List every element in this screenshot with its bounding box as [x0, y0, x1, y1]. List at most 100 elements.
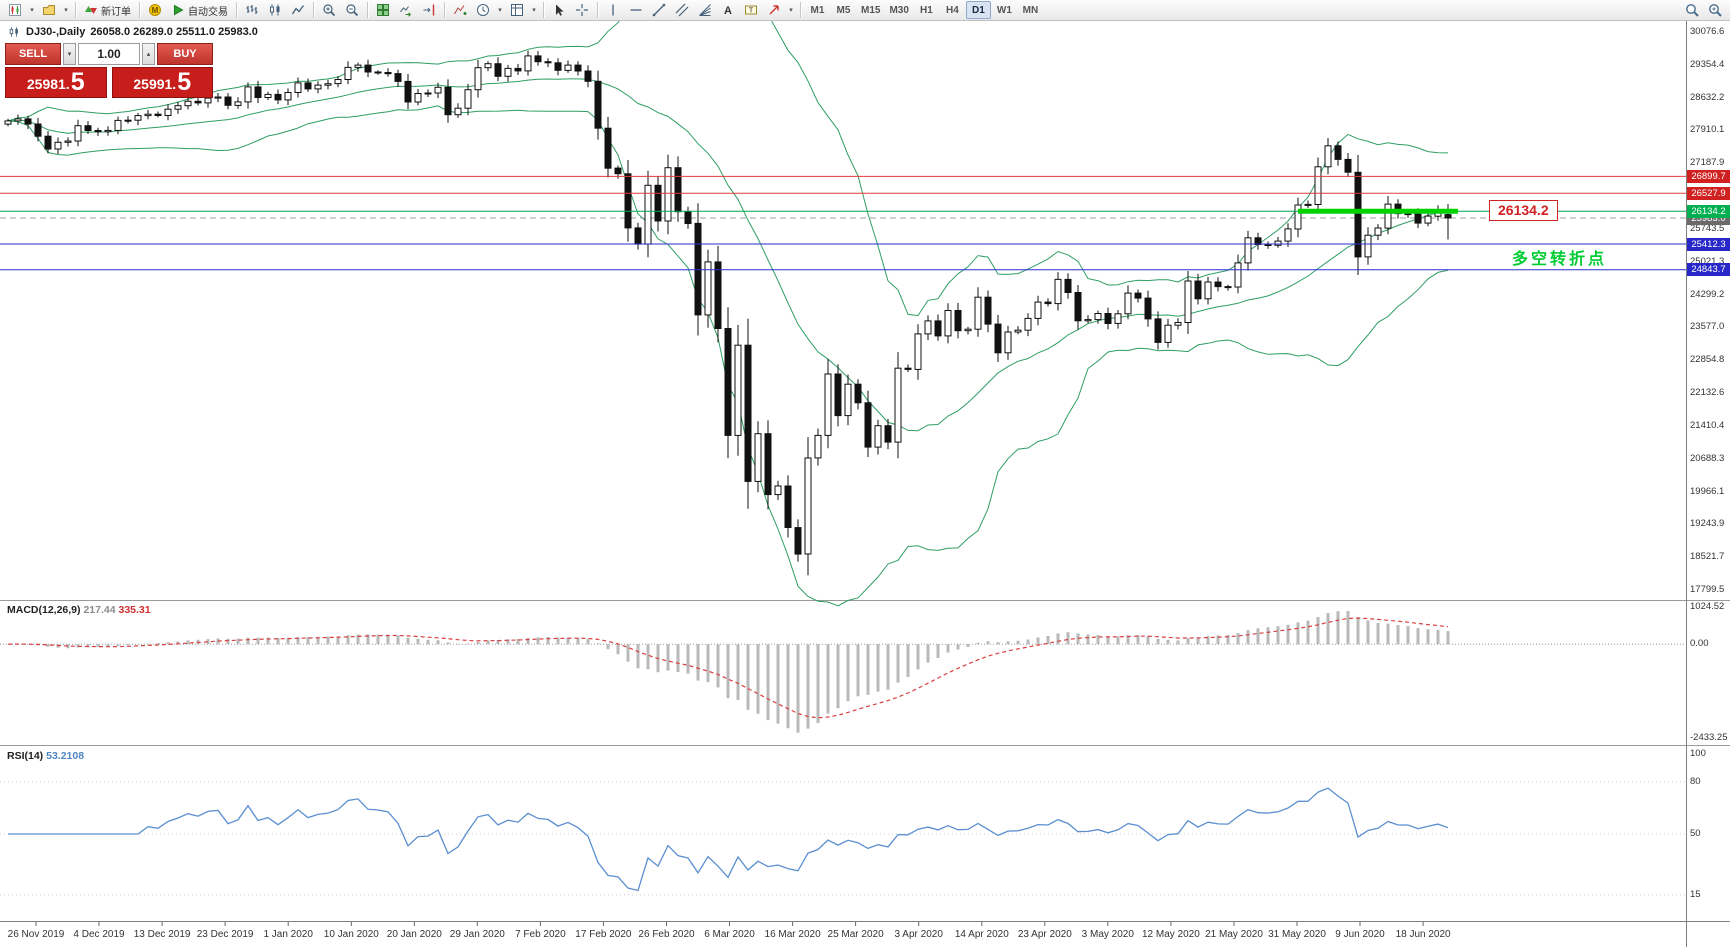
timeframe-h1-button[interactable]: H1 — [914, 1, 939, 19]
arrows-button[interactable] — [763, 1, 785, 19]
search-advanced-icon — [1708, 3, 1722, 17]
fibonacci-icon — [698, 3, 712, 17]
new-order-icon — [84, 3, 98, 17]
axis-tick-label: 29354.4 — [1690, 58, 1725, 70]
axis-tick-label: 27910.1 — [1690, 124, 1725, 136]
price-axis[interactable]: 30076.629354.428632.227910.127187.926465… — [1686, 21, 1730, 947]
zoom-in-icon — [322, 3, 336, 17]
timeframe-w1-button[interactable]: W1 — [992, 1, 1017, 19]
text-label-icon: T — [744, 3, 758, 17]
rsi-indicator-label: RSI(14) 53.2108 — [7, 750, 85, 762]
date-tick-label: 26 Nov 2019 — [7, 929, 65, 940]
chart-line-button[interactable] — [287, 1, 309, 19]
trade-controls-row: SELL ▾ ▴ BUY — [5, 43, 213, 65]
arrows-dropdown-button[interactable]: ▾ — [786, 1, 796, 19]
buy-button[interactable]: BUY — [157, 43, 213, 65]
axis-tick-label: 25021.3 — [1690, 255, 1725, 267]
auto-scroll-button[interactable] — [395, 1, 417, 19]
axis-tick-label: 100 — [1690, 748, 1706, 759]
equidistant-channel-button[interactable] — [671, 1, 693, 19]
volume-input[interactable] — [78, 43, 140, 65]
axis-tick-label: 18521.7 — [1690, 551, 1725, 563]
sell-button[interactable]: SELL — [5, 43, 61, 65]
level-price-label[interactable]: 26134.2 — [1489, 200, 1558, 221]
search-button[interactable] — [1681, 1, 1703, 19]
new-chart-dropdown-button[interactable]: ▾ — [27, 1, 37, 19]
timeframe-m1-button[interactable]: M1 — [805, 1, 830, 19]
date-tick-label: 3 May 2020 — [1081, 929, 1134, 940]
search-advanced-button[interactable] — [1704, 1, 1726, 19]
time-axis[interactable]: 26 Nov 2019 4 Dec 2019 13 Dec 2019 23 Dec 2… — [0, 922, 1686, 947]
new-chart-button[interactable] — [4, 1, 26, 19]
date-tick-label: 7 Feb 2020 — [515, 929, 566, 940]
new-order-button[interactable]: 新订单 — [80, 1, 135, 19]
svg-text:T: T — [749, 6, 754, 15]
axis-tick-label: 22854.8 — [1690, 354, 1725, 366]
autotrading-icon — [171, 3, 185, 17]
trendline-icon — [652, 3, 666, 17]
toolbar-separator — [75, 2, 76, 18]
timeframe-d1-button[interactable]: D1 — [965, 1, 991, 19]
vertical-line-button[interactable] — [602, 1, 624, 19]
svg-text:M: M — [152, 6, 159, 15]
timeframe-group: M1 M5 M15 M30 H1 H4 D1 W1 MN — [805, 1, 1043, 19]
fibonacci-button[interactable] — [694, 1, 716, 19]
trade-price-row: 25981. 5 25991. 5 — [5, 67, 213, 98]
zoom-out-button[interactable] — [341, 1, 363, 19]
chart-shift-button[interactable] — [418, 1, 440, 19]
zoom-in-button[interactable] — [318, 1, 340, 19]
chart-title: DJ30-,Daily 26058.0 26289.0 25511.0 2598… — [7, 25, 258, 39]
text-button[interactable]: A — [717, 1, 739, 19]
chart-bars-icon — [245, 3, 259, 17]
horizontal-line-button[interactable] — [625, 1, 647, 19]
new-chart-icon — [8, 3, 22, 17]
date-tick-label: 12 May 2020 — [1141, 929, 1200, 940]
date-tick-label: 29 Jan 2020 — [449, 929, 505, 940]
cursor-button[interactable] — [548, 1, 570, 19]
date-tick-label: 25 Mar 2020 — [827, 929, 884, 940]
timeframe-m5-button[interactable]: M5 — [831, 1, 856, 19]
axis-tick-label: 30076.6 — [1690, 26, 1725, 37]
axis-tick-label: 22132.6 — [1690, 387, 1725, 398]
tile-windows-button[interactable] — [372, 1, 394, 19]
volume-decrease-button[interactable]: ▾ — [63, 43, 76, 65]
templates-button[interactable] — [506, 1, 528, 19]
indicators-icon — [453, 3, 467, 17]
periods-dropdown-button[interactable]: ▾ — [495, 1, 505, 19]
chart-candles-button[interactable] — [264, 1, 286, 19]
volume-increase-button[interactable]: ▴ — [142, 43, 155, 65]
date-tick-label: 6 Mar 2020 — [704, 929, 755, 940]
templates-dropdown-button[interactable]: ▾ — [529, 1, 539, 19]
axis-tick-label: 21410.4 — [1690, 419, 1725, 431]
crosshair-button[interactable] — [571, 1, 593, 19]
axis-tick-label: 28632.2 — [1690, 91, 1725, 103]
date-tick-label: 3 Apr 2020 — [894, 929, 943, 940]
timeframe-h4-button[interactable]: H4 — [940, 1, 965, 19]
vertical-line-icon — [606, 3, 620, 17]
trendline-button[interactable] — [648, 1, 670, 19]
chart-profiles-button[interactable] — [38, 1, 60, 19]
axis-tick-label: -2433.25 — [1690, 731, 1728, 743]
chart-profiles-dropdown-button[interactable]: ▾ — [61, 1, 71, 19]
turning-point-annotation[interactable]: 多空转折点 — [1512, 251, 1608, 268]
indicators-button[interactable] — [449, 1, 471, 19]
axis-tick-label: 17799.5 — [1690, 584, 1725, 595]
timeframe-m15-button[interactable]: M15 — [857, 1, 884, 19]
date-tick-label: 17 Feb 2020 — [575, 929, 632, 940]
text-icon: A — [721, 3, 735, 17]
axis-tick-label: 50 — [1690, 828, 1701, 839]
timeframe-m30-button[interactable]: M30 — [885, 1, 912, 19]
periods-button[interactable] — [472, 1, 494, 19]
buy-price-display[interactable]: 25991. 5 — [111, 67, 213, 98]
text-label-button[interactable]: T — [740, 1, 762, 19]
mql5-button[interactable]: M — [144, 1, 166, 19]
timeframe-mn-button[interactable]: MN — [1018, 1, 1043, 19]
chart-bars-button[interactable] — [241, 1, 263, 19]
date-tick-label: 18 Jun 2020 — [1395, 929, 1451, 940]
cursor-icon — [552, 3, 566, 17]
autotrading-button[interactable]: 自动交易 — [167, 1, 232, 19]
sell-price-display[interactable]: 25981. 5 — [5, 67, 107, 98]
chart-ohlc-values: 26058.0 26289.0 25511.0 25983.0 — [90, 26, 258, 38]
axis-tick-label: 23577.0 — [1690, 321, 1725, 333]
